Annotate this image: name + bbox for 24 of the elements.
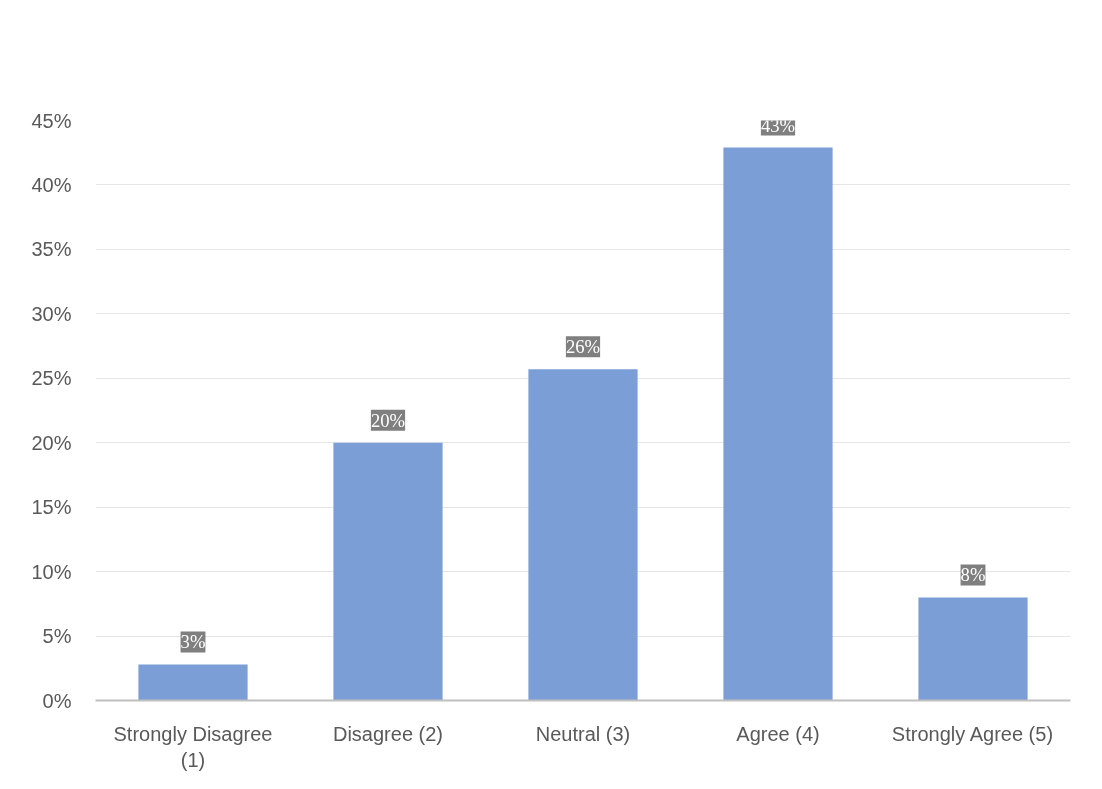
bar xyxy=(723,147,833,701)
x-tick-label: Strongly Agree (5) xyxy=(891,722,1054,745)
bar xyxy=(528,369,638,701)
y-tick-label: 20% xyxy=(31,431,72,454)
y-tick-label: 10% xyxy=(31,560,72,583)
data-label: 3% xyxy=(180,631,206,653)
data-label: 8% xyxy=(960,564,986,586)
y-tick-label: 0% xyxy=(42,689,72,712)
x-tick-label: Neutral (3) xyxy=(535,722,631,745)
y-tick-label: 5% xyxy=(42,625,72,648)
y-tick-label: 35% xyxy=(31,238,72,261)
x-tick-label: Agree (4) xyxy=(736,722,820,745)
y-tick-label: 15% xyxy=(31,496,72,519)
y-tick-label: 25% xyxy=(31,367,72,390)
y-tick-label: 45% xyxy=(31,109,72,132)
bar xyxy=(138,664,248,701)
y-tick-label: 40% xyxy=(31,173,72,196)
data-label: 20% xyxy=(370,409,406,431)
x-tick-label: Disagree (2) xyxy=(332,722,444,745)
x-tick-label: Strongly Disagree (1) xyxy=(113,722,273,771)
y-tick-label: 30% xyxy=(31,302,72,325)
bar xyxy=(333,442,443,701)
bar xyxy=(918,597,1028,701)
data-label: 26% xyxy=(565,336,601,358)
